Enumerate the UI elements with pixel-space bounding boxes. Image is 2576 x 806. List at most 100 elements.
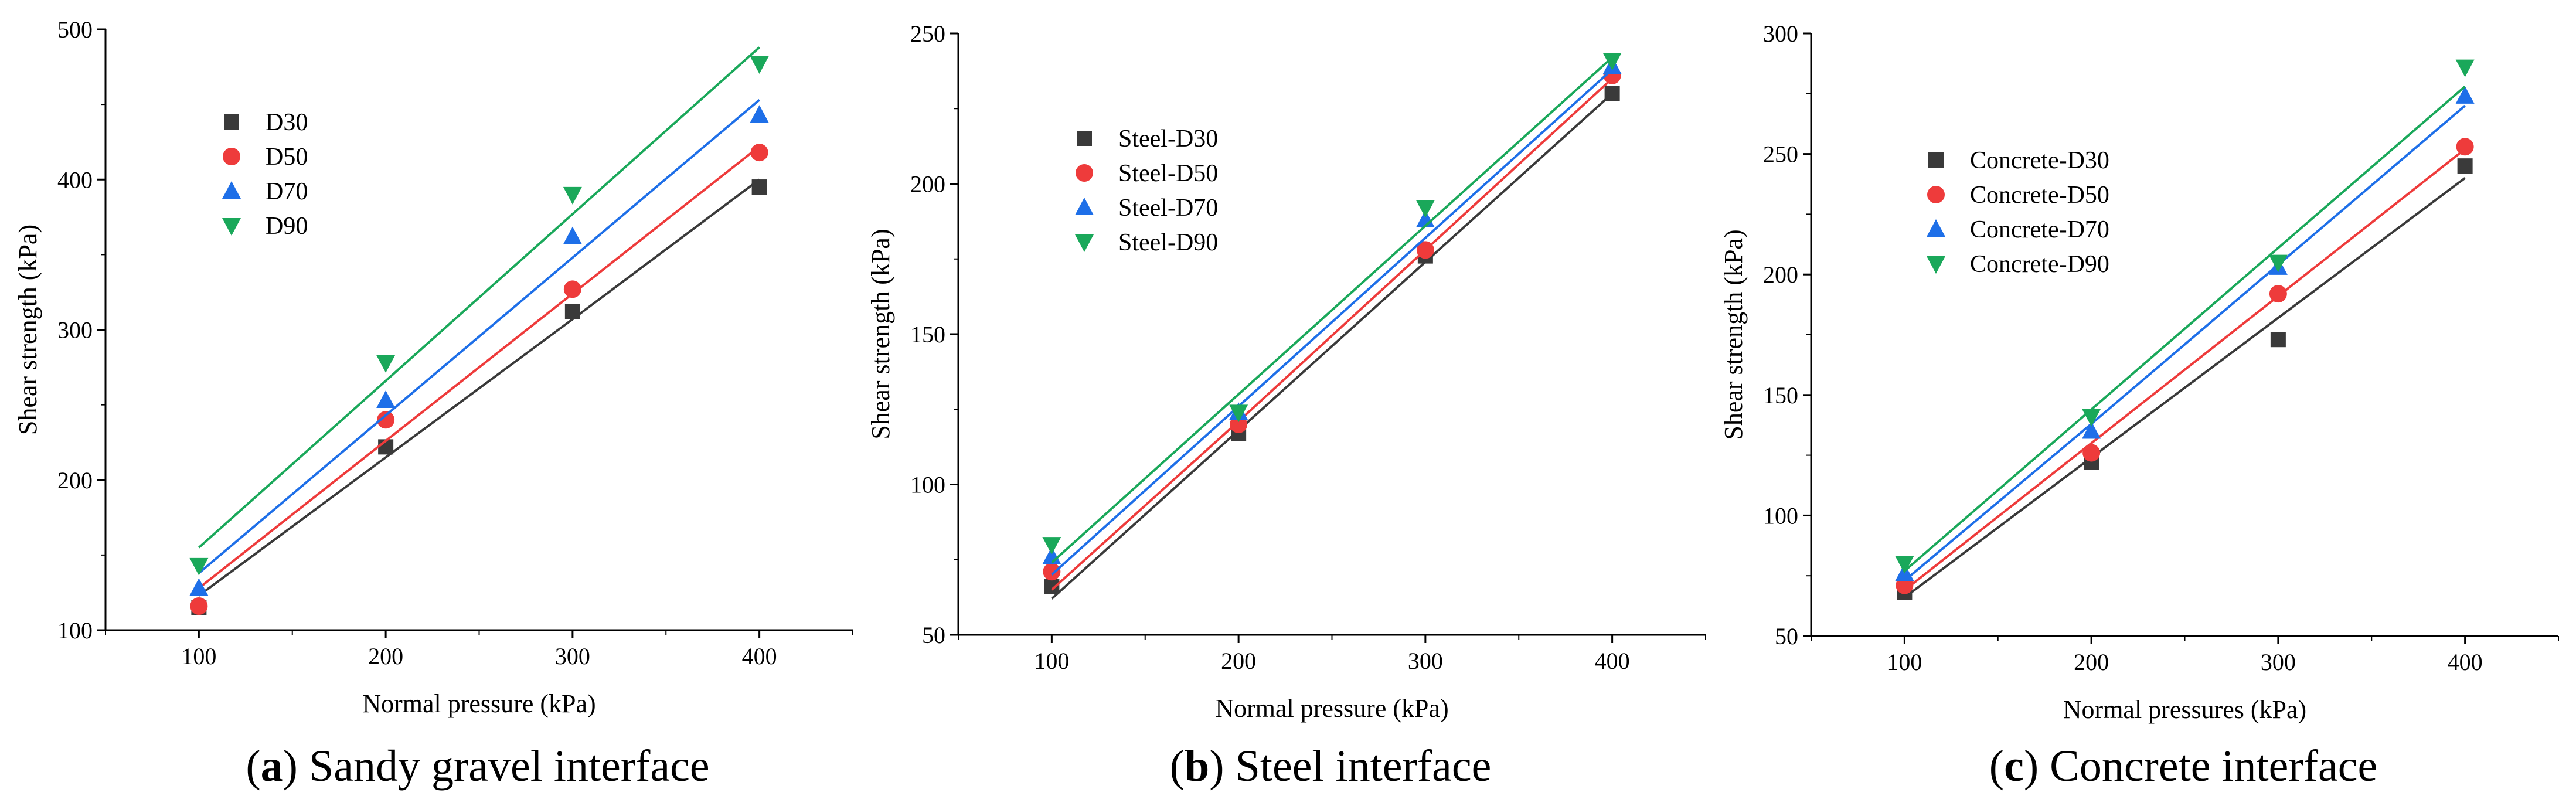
y-tick-label: 250 xyxy=(1763,141,1798,168)
data-point-d90 xyxy=(1602,53,1622,71)
fit-line-d50 xyxy=(1051,77,1613,591)
fit-line-d30 xyxy=(1051,93,1613,600)
series-d90 xyxy=(1895,59,2475,574)
series-d70 xyxy=(189,98,769,596)
y-axis-label: Shear strength (kPa) xyxy=(1719,229,1748,440)
legend-entry-d50: Steel-D50 xyxy=(1076,160,1218,187)
legend-label: D70 xyxy=(266,178,308,205)
caption-text: ) Steel interface xyxy=(1209,742,1491,791)
series-d50 xyxy=(190,144,768,615)
x-axis-label: Normal pressures (kPa) xyxy=(2063,695,2306,724)
data-point-d70 xyxy=(2082,421,2101,439)
data-point-d70 xyxy=(563,226,582,244)
fit-line-d30 xyxy=(198,178,760,597)
fit-line-d90 xyxy=(198,46,760,549)
caption-text: ) Sandy gravel interface xyxy=(283,742,710,791)
data-point-d50 xyxy=(1043,563,1061,581)
series-d90 xyxy=(189,46,769,576)
data-point-d90 xyxy=(1895,556,1914,574)
legend-marker-d50 xyxy=(223,148,240,165)
data-point-d30 xyxy=(2270,332,2286,348)
x-tick-label: 200 xyxy=(368,643,403,669)
chart-panel-c: 100 200 300 400 50 100 150 200 250 300 Normal pres… xyxy=(1719,21,2559,791)
y-axis-label: Shear strength (kPa) xyxy=(13,225,42,435)
data-point-d50 xyxy=(2269,285,2287,303)
y-axis-label: Shear strength (kPa) xyxy=(866,229,895,439)
data-point-d50 xyxy=(563,280,581,298)
legend-marker-d30 xyxy=(224,114,239,130)
legend-entry-d50: Concrete-D50 xyxy=(1927,182,2109,209)
y-tick-label: 150 xyxy=(910,321,945,348)
caption-letter: c xyxy=(2004,742,2024,791)
legend-label: Steel-D30 xyxy=(1118,125,1218,152)
data-point-d50 xyxy=(190,597,208,615)
legend-entry-d70: D70 xyxy=(222,178,308,205)
legend-label: Steel-D90 xyxy=(1118,229,1218,256)
x-tick-label: 200 xyxy=(2074,649,2109,675)
legend-marker-d30 xyxy=(1077,131,1092,146)
y-tick-label: 100 xyxy=(57,617,93,644)
x-tick-label: 400 xyxy=(2448,649,2483,675)
y-tick-label: 300 xyxy=(57,317,93,344)
chart-panel-b: 100 200 300 400 50 100 150 200 250 Normal pressur… xyxy=(866,21,1706,791)
legend-label: Concrete-D90 xyxy=(1970,251,2109,278)
legend-label: D50 xyxy=(266,144,308,171)
caption-text: ) Concrete interface xyxy=(2024,742,2377,791)
x-tick-label: 100 xyxy=(1887,649,1922,675)
legend-marker-d70 xyxy=(222,181,241,199)
data-point-d90 xyxy=(750,56,769,74)
fit-line-d70 xyxy=(1051,69,1613,576)
caption-letter: a xyxy=(261,742,283,791)
caption-letter: b xyxy=(1185,742,1209,791)
data-point-d70 xyxy=(376,390,396,408)
legend-marker-d50 xyxy=(1927,186,1945,203)
legend-label: Steel-D70 xyxy=(1118,195,1218,222)
y-tick-label: 50 xyxy=(922,622,945,648)
panel-caption: (b) Steel interface xyxy=(1170,742,1492,791)
y-tick-label: 400 xyxy=(57,166,93,193)
data-point-d30 xyxy=(564,304,580,319)
data-point-d90 xyxy=(2268,254,2288,273)
legend-label: Concrete-D30 xyxy=(1970,147,2109,174)
fit-line-d90 xyxy=(1904,85,2466,572)
legend-marker-d90 xyxy=(1927,256,1945,274)
series-d50 xyxy=(1896,138,2474,594)
x-tick-label: 300 xyxy=(2261,649,2296,675)
data-point-d50 xyxy=(750,144,768,162)
data-point-d50 xyxy=(1416,241,1434,259)
data-point-d70 xyxy=(750,105,769,123)
series-d90 xyxy=(1042,53,1622,564)
legend-entry-d30: Concrete-D30 xyxy=(1928,147,2109,174)
y-tick-label: 150 xyxy=(1763,382,1798,409)
x-axis-label: Normal pressure (kPa) xyxy=(362,689,595,718)
legend-label: Concrete-D50 xyxy=(1970,182,2109,209)
x-tick-label: 100 xyxy=(181,643,216,669)
legend-entry-d70: Steel-D70 xyxy=(1075,195,1218,222)
caption-open-paren: ( xyxy=(1989,742,2004,791)
legend-marker-d30 xyxy=(1928,152,1944,168)
legend-label: Steel-D50 xyxy=(1118,160,1218,187)
series-d30 xyxy=(1897,158,2473,600)
y-tick-label: 100 xyxy=(1763,502,1798,529)
series-d30 xyxy=(191,178,767,615)
data-point-d30 xyxy=(751,179,767,195)
x-axis-label: Normal pressure (kPa) xyxy=(1215,694,1448,723)
data-point-d90 xyxy=(2455,59,2475,77)
legend-marker-d90 xyxy=(222,218,241,236)
y-tick-label: 200 xyxy=(910,171,945,198)
legend-entry-d90: D90 xyxy=(222,213,308,240)
legend-label: D90 xyxy=(266,213,308,240)
x-tick-label: 300 xyxy=(555,643,590,669)
y-tick-label: 200 xyxy=(1763,261,1798,288)
data-point-d70 xyxy=(189,578,209,596)
series-d50 xyxy=(1043,66,1621,591)
data-point-d50 xyxy=(2082,444,2101,462)
data-point-d30 xyxy=(1044,579,1060,594)
data-point-d70 xyxy=(2455,86,2475,104)
legend-marker-d70 xyxy=(1927,219,1945,237)
x-tick-label: 400 xyxy=(1595,648,1630,674)
fit-line-d30 xyxy=(1904,177,2466,598)
y-tick-label: 250 xyxy=(910,21,945,47)
fit-line-d90 xyxy=(1051,56,1613,564)
